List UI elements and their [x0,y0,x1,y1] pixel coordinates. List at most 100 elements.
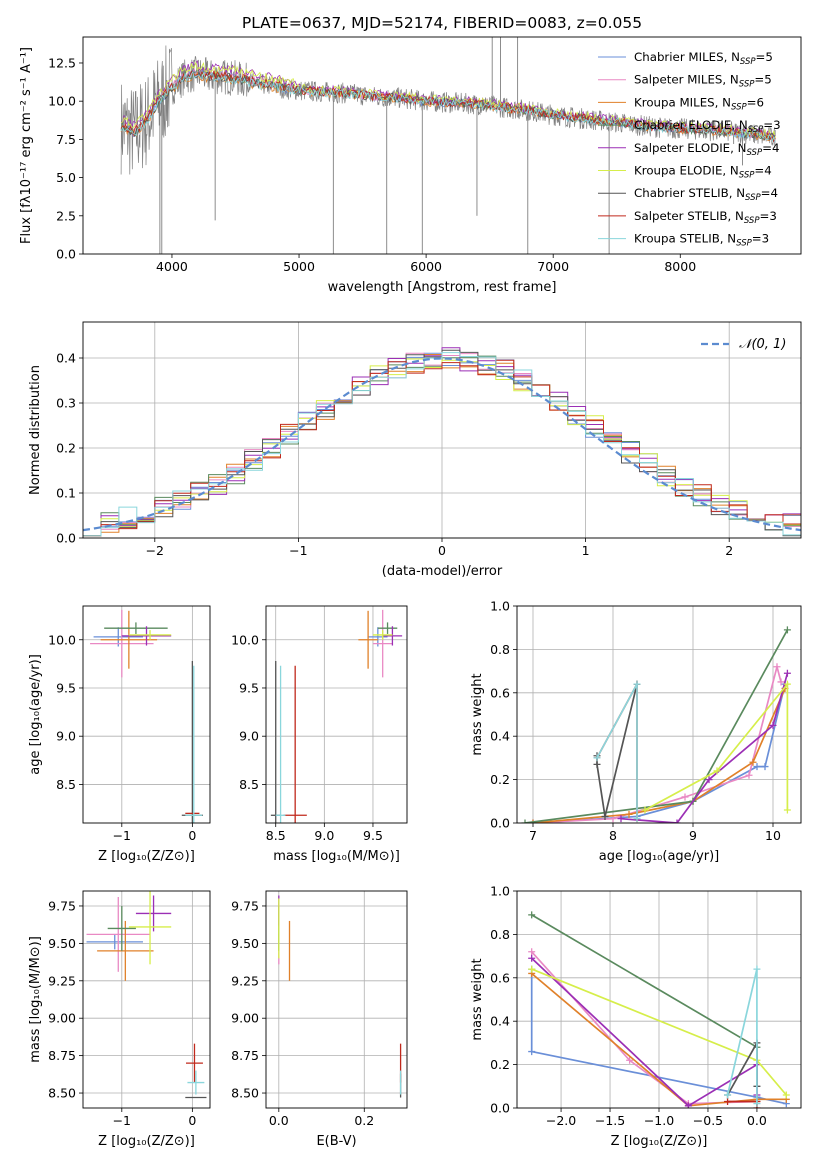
series-marker [773,663,781,671]
panel-spectrum: 4000 5000 6000 7000 8000 0.0 2.5 5.0 7.5 10.0 12.5… [19,36,802,295]
series-marker [753,1100,761,1108]
plot-area [90,609,203,823]
legend-subscript: SSP [745,193,761,203]
legend-entry: Chabrier STELIB, NSSP=4 [634,186,778,203]
x-tick-label: −1.0 [644,1113,674,1128]
axes-frame [82,36,802,255]
series-marker [777,678,785,686]
x-axis-label: Z [log₁₀(Z/Z⊙)] [98,849,195,864]
y-tick-label: 0.2 [56,441,76,456]
model-spectrum-7 [120,70,776,143]
plot-area [528,911,790,1108]
x-tick-label: 9.0 [314,828,334,843]
series-marker [745,771,753,779]
panels: 4000 5000 6000 7000 80000.02.55.07.510.012.5… [19,36,802,1149]
x-tick-label: 8.5 [266,828,286,843]
series-marker [529,819,537,823]
x-tick-label: 2 [725,543,733,558]
legend-subscript: SSP [748,125,764,135]
y-tick-label: 8.5 [239,777,259,792]
y-tick-label: 9.0 [56,729,76,744]
y-tick-label: 1.0 [490,884,510,899]
series-marker [528,954,536,962]
y-tick-label: 1.0 [490,599,510,614]
series-marker [528,1048,536,1056]
legend-count: =3 [763,118,780,132]
axes-frame [516,890,802,1109]
x-tick-label: 0 [188,828,196,843]
y-tick-label: 0.6 [490,970,510,985]
y-tick-label: 0.0 [56,531,76,546]
x-tick-label: 8000 [664,259,696,274]
y-tick-label: 9.75 [231,898,259,913]
legend-subscript: SSP [739,80,755,90]
x-tick-label: 0.0 [269,1113,289,1128]
y-tick-label: 9.0 [239,729,259,744]
axes-frame [82,605,211,824]
x-axis-label: (data-model)/error [382,564,503,579]
y-tick-label: 0.3 [56,396,76,411]
y-tick-label: 9.50 [231,936,259,951]
x-tick-label: 0 [188,1113,196,1128]
x-tick-label: 1 [582,543,590,558]
y-axis-label: mass weight [470,958,485,1040]
x-axis-label: Z [log₁₀(Z/Z⊙)] [611,1134,708,1149]
y-tick-label: 0.8 [490,642,510,657]
x-tick-label: 0 [438,543,446,558]
y-tick-label: 10.0 [48,632,76,647]
x-tick-label: 9 [689,828,697,843]
axes-frame [265,890,408,1109]
y-tick-label: 0.4 [56,351,76,366]
y-axis-label: mass weight [470,673,485,755]
series-marker [761,763,769,771]
series-marker [593,754,601,762]
legend-text: Kroupa MILES, N [634,95,731,109]
series-marker [684,1102,692,1108]
y-axis-label: mass [log₁₀(M/M⊙)] [28,936,43,1063]
legend-count: =3 [752,232,769,246]
legend-text: Kroupa ELODIE, N [634,164,739,178]
axes-frame [82,321,802,539]
plot-area [278,895,402,1098]
y-tick-label: 5.0 [56,170,76,185]
y-tick-label: 8.50 [48,1086,76,1101]
legend: 𝒩(0, 1) [701,337,786,352]
y-tick-label: 9.50 [48,936,76,951]
panel-mass-vs-ebv: 0.0 0.2 8.50 8.75 9.00 9.25 9.50 9.75 E(B-V) [231,890,408,1149]
y-axis-label: Normed distribution [28,365,43,495]
series-marker [528,911,536,919]
y-tick-label: 0.4 [490,1014,510,1029]
x-axis-label: mass [log₁₀(M/M⊙)] [273,849,400,864]
x-tick-label: 4000 [156,259,188,274]
legend-entry: Kroupa ELODIE, NSSP=4 [634,164,772,181]
plot-area [120,37,776,254]
y-tick-label: 8.5 [56,777,76,792]
histogram-8 [83,352,801,537]
legend-entry: Salpeter MILES, NSSP=5 [634,73,772,90]
x-tick-label: 0.0 [747,1113,767,1128]
legend-count: =6 [747,95,764,109]
x-axis-label: age [log₁₀(age/yr)] [599,849,720,864]
series-marker [713,767,721,775]
series-marker [601,812,609,820]
plot-area [270,609,403,823]
plot-area [86,891,207,1099]
y-axis-label: Flux [fλ10⁻¹⁷ erg cm⁻² s⁻¹ A⁻¹] [19,47,34,244]
gaussian-curve [83,357,801,532]
model-spectrum-4 [120,59,776,139]
series-marker [749,758,757,766]
series-marker [724,1097,732,1105]
legend-text: Salpeter STELIB, N [634,209,744,223]
y-tick-label: 0.6 [490,685,510,700]
y-tick-label: 8.75 [48,1048,76,1063]
x-tick-label: 5000 [283,259,315,274]
legend-text: Kroupa STELIB, N [634,232,736,246]
legend-entry: Kroupa STELIB, NSSP=3 [634,232,769,249]
y-tick-label: 0.0 [490,816,510,831]
panel-residuals: −2 −1 0 1 2 0.0 0.1 0.2 0.3 0.4 (data-model)/error… [28,321,802,579]
y-tick-label: 9.5 [239,680,259,695]
series-marker [783,626,791,634]
axes-frame [265,605,408,824]
y-tick-label: 0.2 [490,772,510,787]
legend-count: =5 [756,50,773,64]
